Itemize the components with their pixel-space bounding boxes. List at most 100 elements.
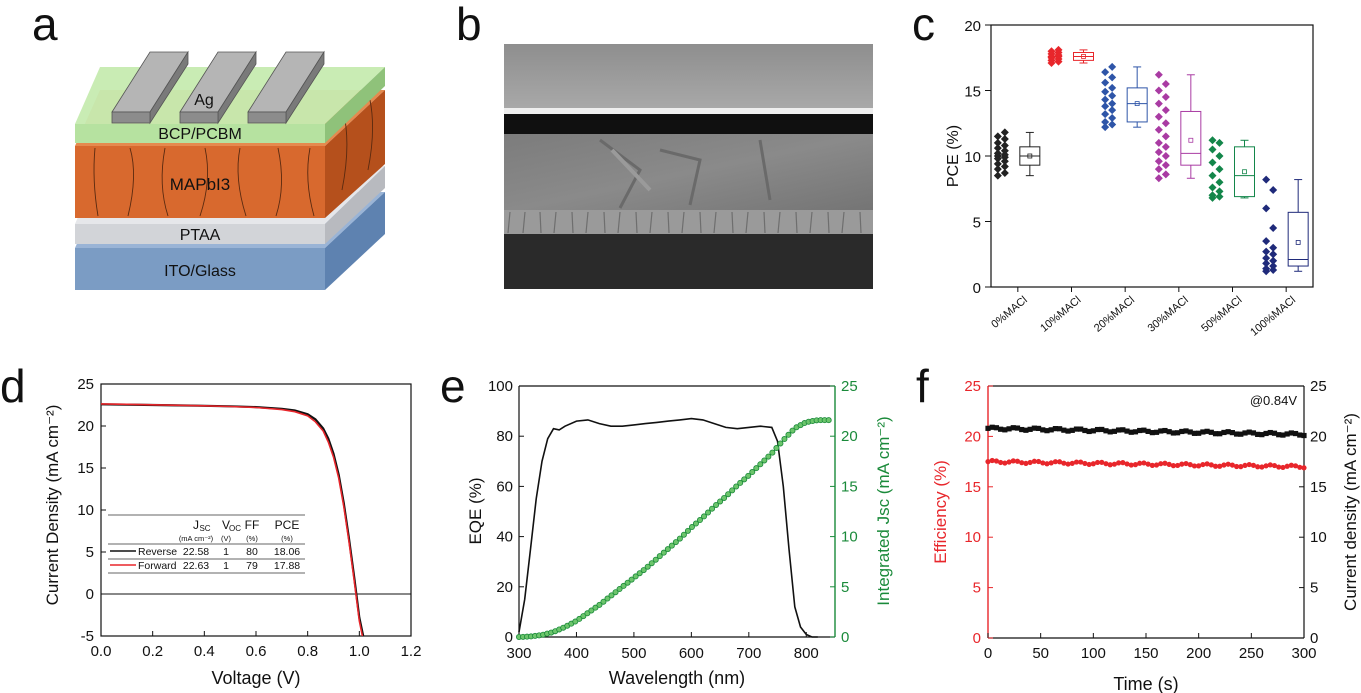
data-point (1215, 192, 1224, 201)
table-cell: 17.88 (274, 560, 300, 572)
y-right-axis-label: Current density (mA cm⁻²) (1341, 413, 1360, 611)
current-density-point (1191, 430, 1198, 436)
current-density-point (1229, 430, 1235, 436)
jsc-marker (721, 494, 728, 501)
efficiency-point (1065, 461, 1071, 467)
data-point (1215, 152, 1224, 160)
mean-marker (1134, 101, 1140, 106)
table-header: V (222, 518, 230, 532)
layer-label-ito: ITO/Glass (164, 263, 236, 280)
jsc-marker (781, 436, 788, 443)
y-tick-label: 20 (964, 428, 981, 445)
y-tick-label: 10 (77, 502, 94, 519)
efficiency-point (1242, 462, 1248, 469)
data-point (1262, 175, 1271, 184)
efficiency-point (1128, 462, 1134, 468)
y-right-tick-label: 15 (1310, 479, 1327, 496)
data-point (1000, 141, 1009, 150)
current-density-point (989, 424, 995, 430)
jsc-marker (596, 601, 603, 608)
x-axis-label: Wavelength (nm) (609, 668, 745, 688)
jsc-marker (749, 469, 756, 476)
jsc-marker (753, 465, 760, 472)
current-density-point (1259, 432, 1265, 438)
y-axis-label: Current Density (mA cm⁻²) (43, 405, 62, 606)
y-right-axis-label: Integrated Jsc (mA cm⁻²) (874, 416, 893, 605)
current-density-point (1153, 429, 1160, 435)
efficiency-point (1255, 464, 1261, 470)
data-point (1108, 73, 1117, 82)
efficiency-point (1040, 460, 1046, 466)
efficiency-point (1238, 464, 1244, 470)
current-density-point (1276, 432, 1282, 438)
table-cell: 1 (223, 546, 229, 558)
current-density-point (1170, 430, 1176, 436)
jsc-marker (745, 472, 752, 479)
current-density-point (1204, 428, 1210, 434)
jsc-marker (664, 546, 671, 553)
jsc-marker (737, 479, 744, 486)
panel-label-c: c (912, 0, 935, 50)
current-density-point (1132, 429, 1139, 435)
x-tick-label: 30%MACl (1146, 294, 1191, 335)
x-tick-label: 0.8 (297, 643, 318, 660)
current-density-point (1166, 429, 1172, 435)
current-density-point (1006, 426, 1012, 432)
jsc-marker (656, 553, 663, 560)
x-tick-label: 0 (984, 645, 992, 662)
table-cell: 80 (246, 546, 258, 558)
efficiency-point (1292, 463, 1299, 469)
efficiency-point (1250, 462, 1257, 468)
jsc-marker (632, 573, 639, 580)
panel-label-e: e (440, 360, 466, 412)
efficiency-point (1187, 462, 1193, 468)
sem-image (504, 44, 873, 289)
efficiency-point (1010, 458, 1016, 464)
layer-label-ptaa: PTAA (180, 227, 221, 244)
mapbi-layer-side (325, 90, 385, 218)
jsc-marker (725, 491, 732, 498)
y-tick-label: 10 (964, 149, 981, 166)
data-point (1262, 259, 1271, 268)
x-tick-label: 1.0 (349, 643, 370, 660)
current-density-point (1288, 430, 1294, 436)
x-tick-label: 50%MACl (1199, 294, 1244, 335)
device-stack-diagram: ITO/Glass PTAA MAPbI3 (75, 50, 385, 290)
x-tick-label: 200 (1186, 645, 1211, 662)
current-density-point (1297, 432, 1303, 438)
mean-marker (1188, 137, 1194, 143)
jsc-marker (620, 582, 627, 589)
x-tick-label: 800 (794, 645, 819, 662)
efficiency-point (1175, 462, 1181, 469)
panel-label-f: f (916, 360, 929, 412)
efficiency-point (1212, 463, 1219, 469)
data-point (1108, 99, 1117, 108)
current-density-point (1225, 429, 1231, 435)
current-density-point (1111, 428, 1117, 434)
panel-label-d: d (0, 360, 26, 412)
jsc-marker (688, 524, 695, 531)
ito-layer-front (75, 248, 325, 290)
data-point (1154, 157, 1163, 166)
data-point (1101, 123, 1110, 132)
data-point (1161, 142, 1170, 151)
current-density-point (1040, 427, 1046, 433)
data-point (1269, 243, 1278, 252)
y-tick-label: 0 (505, 629, 513, 646)
current-density-point (1242, 430, 1248, 436)
efficiency-point (1145, 461, 1151, 467)
efficiency-point (1288, 462, 1294, 468)
efficiency-point (1086, 461, 1092, 468)
efficiency-point (1153, 462, 1160, 468)
current-density-point (1158, 428, 1164, 434)
efficiency-point (1162, 460, 1168, 466)
data-point (1154, 165, 1163, 174)
data-point (1154, 86, 1163, 95)
jsc-marker (729, 487, 736, 494)
data-point (1161, 93, 1170, 102)
data-point (1000, 146, 1009, 155)
x-tick-label: 10%MACl (1038, 294, 1083, 335)
data-point (1161, 161, 1170, 170)
data-point (1269, 256, 1278, 265)
x-tick-label: 50 (1032, 645, 1049, 662)
